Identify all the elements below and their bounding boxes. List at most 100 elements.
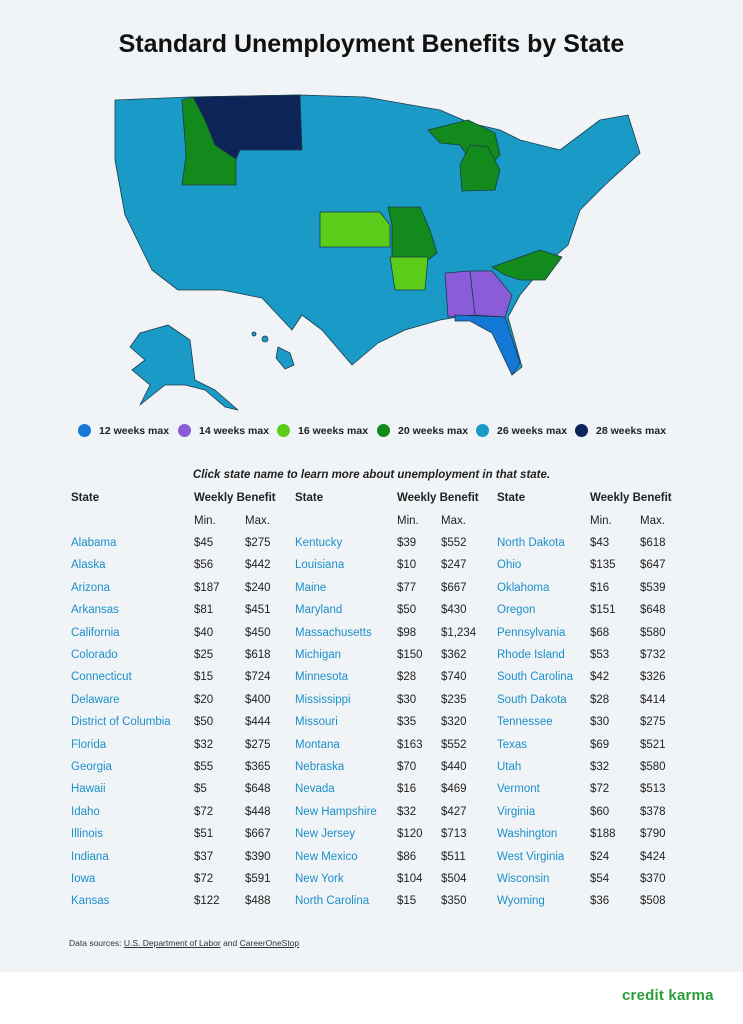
max-cell: $390 [245,850,271,863]
state-link[interactable]: West Virginia [497,850,565,863]
min-cell: $104 [397,873,423,885]
state-link[interactable]: Nebraska [295,761,345,773]
min-cell: $70 [397,761,417,773]
state-link[interactable]: Texas [497,738,528,751]
min-cell: $187 [194,581,220,594]
legend: 12 weeks max 14 weeks max 16 weeks max 20 w… [78,424,698,442]
source-link[interactable]: U.S. Department of Labor [123,938,221,948]
legend-label: 26 weeks max [497,424,568,437]
subheader-cell: Min. [397,515,419,527]
min-cell: $54 [590,873,610,885]
state-link[interactable]: Kentucky [295,537,343,549]
state-link[interactable]: Vermont [497,783,540,796]
state-link[interactable]: North Carolina [295,895,370,908]
legend-item: 20 weeks max [377,424,468,437]
state-link[interactable]: Montana [295,738,340,751]
state-link[interactable]: Florida [71,738,107,751]
state-link[interactable]: Massachusetts [295,626,372,639]
state-link[interactable]: Arizona [71,581,110,594]
state-north-carolina [491,249,563,281]
state-link[interactable]: Minnesota [295,671,349,684]
state-link[interactable]: Iowa [71,873,96,885]
max-cell: $513 [640,783,666,796]
state-link[interactable]: South Dakota [497,693,567,706]
min-cell: $32 [397,805,417,818]
state-link[interactable]: Hawaii [71,783,106,796]
legend-dot [575,424,588,437]
min-cell: $15 [194,671,214,684]
state-link[interactable]: Tennessee [497,716,553,729]
state-link[interactable]: Utah [497,761,522,773]
max-cell: $430 [441,604,467,617]
legend-dot [178,424,191,437]
state-link[interactable]: Connecticut [71,671,132,684]
state-link[interactable]: Virginia [497,805,536,818]
state-link[interactable]: Rhode Island [497,649,565,661]
min-cell: $69 [590,738,610,751]
state-link[interactable]: Missouri [295,716,338,729]
max-cell: $713 [441,828,467,841]
legend-label: 14 weeks max [199,424,270,437]
state-link[interactable]: Mississippi [295,693,351,706]
state-link[interactable]: Oklahoma [497,581,550,594]
state-link[interactable]: Ohio [497,559,522,572]
state-link[interactable]: New York [295,873,344,885]
state-link[interactable]: Colorado [71,649,118,661]
min-cell: $32 [590,761,610,773]
state-link[interactable]: District of Columbia [71,716,171,729]
max-cell: $580 [640,626,666,639]
max-cell: $442 [245,559,271,572]
min-cell: $25 [194,649,214,661]
legend-label: 16 weeks max [298,424,369,437]
max-cell: $648 [640,604,666,617]
state-link[interactable]: Nevada [295,783,335,796]
state-link[interactable]: Oregon [497,604,536,617]
header-cell: Weekly Benefit [194,492,276,504]
state-link[interactable]: Alabama [71,537,117,549]
state-missouri [387,206,438,261]
state-link[interactable]: Louisiana [295,559,345,572]
max-cell: $275 [245,537,271,549]
max-cell: $350 [441,895,467,908]
state-link[interactable]: New Hampshire [295,805,377,818]
min-cell: $16 [590,581,610,594]
state-link[interactable]: Illinois [71,828,103,841]
state-florida [454,314,521,376]
legend-label: 12 weeks max [99,424,170,437]
state-link[interactable]: Pennsylvania [497,626,566,639]
state-link[interactable]: Delaware [71,693,120,706]
state-link[interactable]: Washington [497,828,558,841]
state-link[interactable]: New Mexico [295,850,358,863]
state-link[interactable]: New Jersey [295,828,356,841]
state-link[interactable]: Michigan [295,649,342,661]
max-cell: $521 [640,738,666,751]
state-link[interactable]: Maine [295,581,327,594]
state-link[interactable]: Kansas [71,895,110,908]
state-link[interactable]: California [71,626,120,639]
min-cell: $5 [194,783,207,796]
state-link[interactable]: Maryland [295,604,343,617]
state-link[interactable]: Indiana [71,850,109,863]
max-cell: $450 [245,626,271,639]
max-cell: $508 [640,895,666,908]
legend-dot [78,424,91,437]
state-link[interactable]: Wisconsin [497,873,550,885]
max-cell: $440 [441,761,467,773]
max-cell: $648 [245,783,271,796]
subheader-cell: Min. [590,515,612,527]
state-link[interactable]: Georgia [71,761,112,773]
max-cell: $247 [441,559,467,572]
min-cell: $60 [590,805,610,818]
state-link[interactable]: Arkansas [71,604,119,617]
state-link[interactable]: Alaska [71,559,106,572]
state-hawaii-island [261,335,269,343]
infographic: Standard Unemployment Benefits by State … [0,0,743,972]
min-cell: $36 [590,895,610,908]
source-link[interactable]: CareerOneStop [239,938,300,948]
state-link[interactable]: North Dakota [497,537,565,549]
state-link[interactable]: Wyoming [497,895,545,908]
state-link[interactable]: Idaho [71,805,100,818]
state-link[interactable]: South Carolina [497,671,574,684]
min-cell: $68 [590,626,610,639]
